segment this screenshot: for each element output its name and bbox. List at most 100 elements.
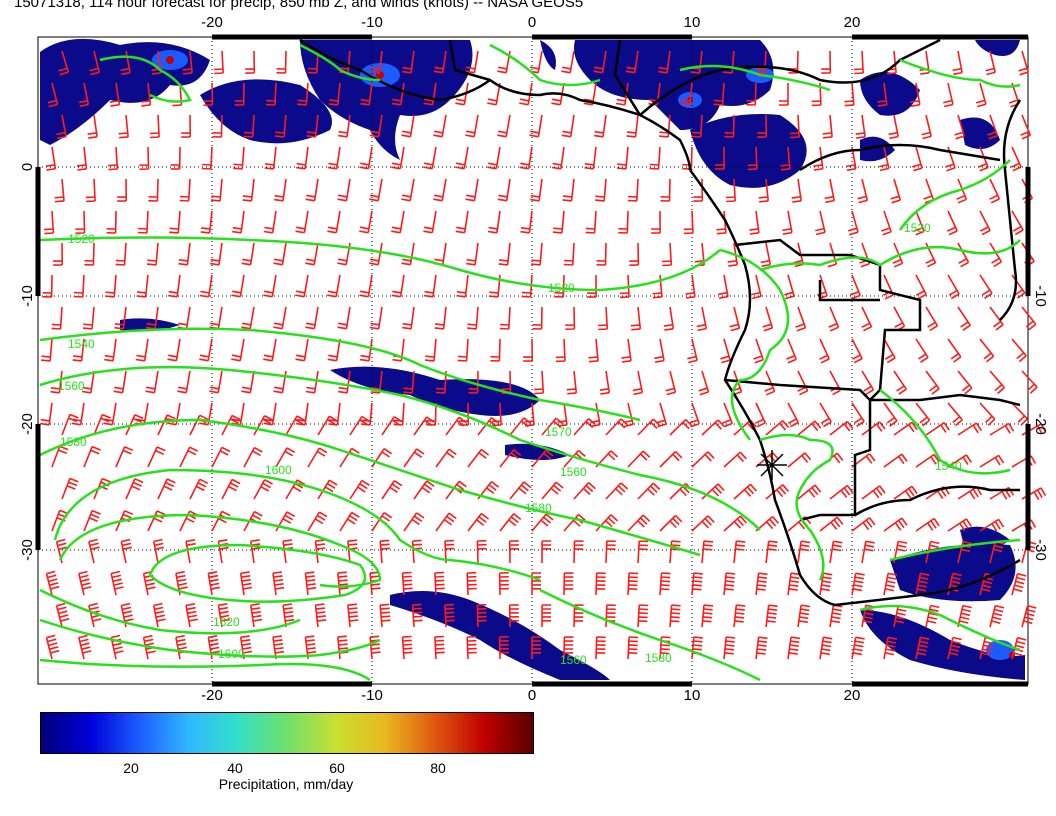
wind-barb: [435, 512, 457, 532]
wind-barb: [211, 510, 231, 532]
wind-barb: [562, 178, 575, 202]
wind-barb: [81, 370, 95, 394]
wind-barb: [83, 509, 101, 532]
wind-barb: [883, 636, 898, 660]
contour-label: 1560: [560, 465, 587, 479]
wind-barb: [1018, 50, 1030, 76]
wind-barb: [583, 82, 597, 106]
wind-barb: [1021, 487, 1047, 501]
wind-barb: [42, 274, 53, 298]
wind-barb: [476, 539, 487, 564]
wind-barb: [115, 446, 134, 468]
wind-barb: [627, 572, 639, 596]
colorbar-tick-label: 20: [123, 760, 139, 776]
wind-barb: [1020, 114, 1032, 140]
country-borders: [724, 378, 1021, 407]
wind-barb: [381, 416, 403, 436]
wind-barb: [943, 82, 954, 108]
precip-area: [890, 544, 1016, 602]
wind-barb: [403, 512, 425, 532]
wind-barb: [855, 114, 866, 139]
wind-barb: [627, 450, 651, 468]
wind-barb: [118, 114, 129, 139]
wind-barb: [305, 370, 319, 394]
wind-barb: [915, 572, 930, 596]
wind-barb: [911, 146, 923, 172]
wind-barb: [724, 114, 735, 138]
wind-barb: [1011, 519, 1037, 532]
wind-barb: [952, 50, 963, 76]
wind-barb: [466, 571, 477, 596]
wind-barb: [1021, 306, 1037, 331]
contour-line: [39, 365, 761, 531]
wind-barb: [152, 538, 165, 564]
wind-barb: [282, 603, 295, 628]
wind-barb: [199, 274, 213, 298]
wind-barb: [44, 210, 55, 235]
wind-barb: [307, 447, 328, 468]
contour-line: [759, 239, 1021, 272]
wind-barb: [541, 417, 564, 436]
wind-barb: [182, 50, 193, 75]
lon-tick-label: 20: [844, 14, 861, 31]
wind-barb: [369, 242, 383, 266]
wind-barb: [177, 370, 191, 394]
wind-barb: [142, 570, 156, 596]
lat-labels-right: -10 -20 -30: [1032, 285, 1049, 561]
wind-barb: [915, 453, 940, 468]
wind-barb: [605, 482, 629, 500]
wind-barb: [221, 478, 241, 500]
wind-barb: [466, 635, 477, 660]
contour-line: [898, 159, 1011, 231]
wind-barb: [499, 306, 511, 330]
wind-barb: [893, 421, 918, 436]
wind-barb: [605, 418, 629, 436]
wind-barb: [1011, 338, 1027, 363]
wind-barb: [146, 242, 159, 266]
wind-barb: [957, 540, 972, 564]
wind-barb: [915, 274, 927, 300]
wind-barb: [691, 572, 703, 596]
wind-barb: [824, 178, 835, 204]
wind-barb: [883, 517, 908, 532]
precip-peak: [166, 56, 174, 64]
wind-barb: [147, 510, 166, 532]
wind-barb: [696, 306, 708, 332]
wind-barb: [1011, 402, 1028, 426]
wind-barb: [861, 370, 875, 396]
wind-barb: [109, 82, 121, 107]
wind-barb: [337, 571, 349, 596]
wind-barb: [250, 603, 263, 628]
wind-barb: [893, 485, 918, 500]
wind-barb: [104, 338, 117, 362]
wind-barb: [75, 210, 86, 234]
wind-barb: [599, 370, 611, 395]
wind-barb: [616, 146, 629, 170]
wind-barb: [51, 509, 69, 532]
wind-barb: [178, 242, 191, 266]
wind-barb: [508, 604, 519, 628]
contour-label: 1520: [904, 221, 931, 235]
wind-barb: [53, 242, 63, 266]
wind-barb: [434, 571, 445, 596]
wind-barb: [139, 146, 150, 170]
wind-barb: [253, 478, 273, 500]
wind-barb: [181, 114, 191, 138]
wind-barb: [157, 478, 176, 500]
wind-barb: [975, 82, 987, 108]
wind-barb: [263, 274, 277, 298]
wind-barb: [787, 572, 801, 596]
wind-barb: [979, 338, 995, 363]
wind-barb: [786, 338, 797, 364]
wind-barb: [910, 82, 921, 108]
wind-barb: [520, 210, 533, 234]
wind-barb: [879, 146, 890, 172]
wind-barb: [499, 513, 522, 532]
wind-barb: [58, 50, 70, 76]
wind-barb: [659, 450, 683, 468]
lon-tick-label: 20: [844, 687, 861, 700]
wind-barb: [250, 539, 261, 564]
wind-barb: [850, 274, 861, 300]
wind-barb: [369, 178, 383, 202]
wind-barb: [369, 114, 383, 138]
